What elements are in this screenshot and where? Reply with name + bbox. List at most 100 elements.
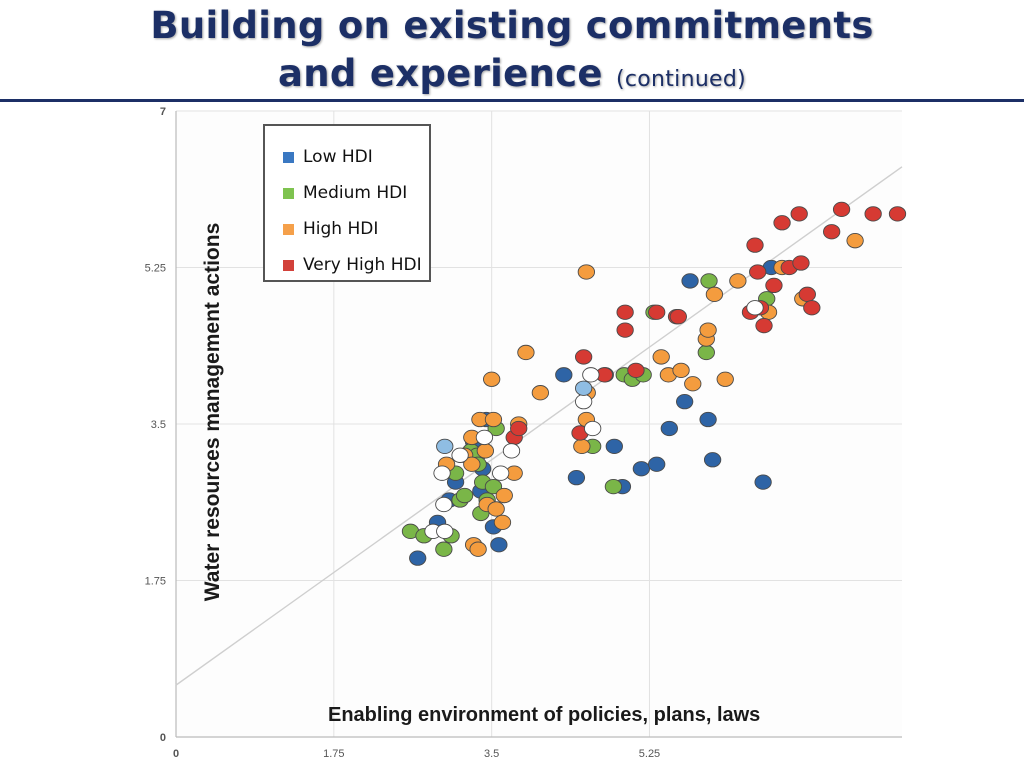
y-tick-label: 7 xyxy=(160,106,166,118)
point-unlabeled-5 xyxy=(574,380,593,396)
point-unlabeled-4 xyxy=(435,496,453,513)
point-very-high-hdi xyxy=(790,206,808,222)
y-tick-label: 0 xyxy=(160,732,166,744)
point-high-hdi xyxy=(476,443,494,459)
point-high-hdi xyxy=(463,456,481,472)
point-very-high-hdi xyxy=(616,304,634,320)
point-low-hdi xyxy=(754,474,772,490)
legend-item-high-hdi: High HDI xyxy=(283,211,429,247)
x-tick-label: 0 xyxy=(173,748,179,760)
point-low-hdi xyxy=(703,452,722,468)
point-low-hdi xyxy=(681,273,699,289)
legend-item-very-high-hdi: Very High HDI xyxy=(283,247,429,283)
point-very-high-hdi xyxy=(823,224,841,240)
point-very-high-hdi xyxy=(864,206,882,222)
point-very-high-hdi xyxy=(510,420,528,437)
point-low-hdi xyxy=(648,456,666,472)
slide-title-line2: and experience (continued) xyxy=(0,50,1024,104)
point-very-high-hdi xyxy=(798,286,816,302)
chart-panel: 0 1.75 3.5 5.25 0 1.75 3.5 5.25 7 xyxy=(135,106,907,768)
point-high-hdi xyxy=(487,501,505,517)
point-unlabeled-4 xyxy=(492,465,510,481)
point-very-high-hdi xyxy=(648,304,666,320)
point-low-hdi xyxy=(699,411,717,428)
legend-label-medium-hdi: Medium HDI xyxy=(303,183,408,203)
point-unlabeled-4 xyxy=(574,393,593,410)
legend-item-medium-hdi: Medium HDI xyxy=(283,175,429,211)
point-unlabeled-4 xyxy=(582,367,600,383)
point-very-high-hdi xyxy=(616,322,634,338)
point-high-hdi xyxy=(699,322,717,338)
legend-swatch-low-hdi xyxy=(283,151,294,163)
y-tick-label: 1.75 xyxy=(145,576,166,588)
point-low-hdi xyxy=(409,550,427,566)
legend-item-low-hdi: Low HDI xyxy=(283,139,429,175)
point-high-hdi xyxy=(483,371,501,387)
chart-legend: Low HDI Medium HDI High HDI Very High HD… xyxy=(263,124,431,282)
point-very-high-hdi xyxy=(746,237,764,253)
point-high-hdi xyxy=(846,233,864,249)
x-tick-label: 1.75 xyxy=(323,748,344,760)
point-low-hdi xyxy=(676,393,694,410)
point-very-high-hdi xyxy=(574,349,593,365)
slide-title-line2-text: and experience xyxy=(277,52,603,95)
y-axis-label: Water resources management actions xyxy=(201,222,224,602)
point-very-high-hdi xyxy=(765,277,783,294)
y-tick-label: 5.25 xyxy=(145,263,166,275)
y-tick-label: 3.5 xyxy=(151,419,166,431)
point-very-high-hdi xyxy=(749,264,767,280)
point-high-hdi xyxy=(517,344,535,361)
slide-title-suffix: (continued) xyxy=(615,67,747,92)
point-unlabeled-5 xyxy=(436,438,454,455)
point-high-hdi xyxy=(573,438,591,455)
point-unlabeled-4 xyxy=(433,465,451,481)
x-axis-label: Enabling environment of policies, plans,… xyxy=(328,704,761,726)
point-unlabeled-4 xyxy=(451,447,469,463)
point-unlabeled-4 xyxy=(584,420,602,437)
point-very-high-hdi xyxy=(773,215,791,231)
legend-swatch-very-high-hdi xyxy=(283,259,294,271)
point-very-high-hdi xyxy=(888,206,907,222)
point-low-hdi xyxy=(632,461,651,477)
point-low-hdi xyxy=(555,367,573,383)
legend-label-high-hdi: High HDI xyxy=(303,219,379,239)
point-medium-hdi xyxy=(435,541,453,557)
point-very-high-hdi xyxy=(627,362,645,378)
point-medium-hdi xyxy=(697,344,715,361)
point-high-hdi xyxy=(469,541,487,557)
point-unlabeled-4 xyxy=(746,300,764,316)
point-medium-hdi xyxy=(484,478,503,495)
point-medium-hdi xyxy=(700,273,718,289)
point-high-hdi xyxy=(493,514,512,531)
point-medium-hdi xyxy=(455,487,474,504)
point-very-high-hdi xyxy=(792,255,810,271)
point-very-high-hdi xyxy=(803,300,821,316)
slide-title-line1: Building on existing commitments xyxy=(150,4,874,47)
point-medium-hdi xyxy=(604,478,623,495)
point-high-hdi xyxy=(684,376,702,392)
title-divider xyxy=(0,99,1024,102)
point-high-hdi xyxy=(484,411,503,428)
trendline xyxy=(175,166,903,686)
point-high-hdi xyxy=(577,264,595,280)
point-high-hdi xyxy=(672,362,690,378)
point-unlabeled-4 xyxy=(502,443,521,459)
x-tick-label: 5.25 xyxy=(639,748,660,760)
point-very-high-hdi xyxy=(832,201,851,218)
point-high-hdi xyxy=(495,487,513,504)
point-low-hdi xyxy=(567,470,586,486)
point-unlabeled-4 xyxy=(475,429,494,446)
point-high-hdi xyxy=(652,349,670,365)
point-unlabeled-4 xyxy=(436,523,454,539)
x-tick-label: 3.5 xyxy=(484,748,499,760)
point-high-hdi xyxy=(716,371,734,387)
point-low-hdi xyxy=(660,420,678,437)
point-low-hdi xyxy=(490,537,508,553)
point-very-high-hdi xyxy=(755,317,773,334)
legend-label-low-hdi: Low HDI xyxy=(303,147,373,167)
slide-title: Building on existing commitments and exp… xyxy=(0,2,1024,104)
legend-swatch-high-hdi xyxy=(283,223,294,235)
point-very-high-hdi xyxy=(669,309,687,325)
point-high-hdi xyxy=(531,385,550,401)
legend-label-very-high-hdi: Very High HDI xyxy=(303,255,422,275)
